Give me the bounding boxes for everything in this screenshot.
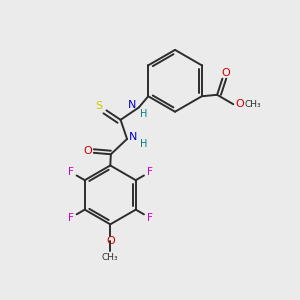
Text: O: O [222,68,231,78]
Text: F: F [147,213,153,223]
Text: H: H [140,109,147,119]
Text: O: O [236,99,244,109]
Text: N: N [128,100,136,110]
Text: O: O [106,236,115,246]
Text: CH₃: CH₃ [244,100,261,109]
Text: O: O [83,146,92,156]
Text: CH₃: CH₃ [102,253,119,262]
Text: F: F [68,213,74,223]
Text: H: H [140,139,147,149]
Text: F: F [147,167,153,177]
Text: F: F [68,167,74,177]
Text: S: S [95,101,103,111]
Text: N: N [129,132,138,142]
